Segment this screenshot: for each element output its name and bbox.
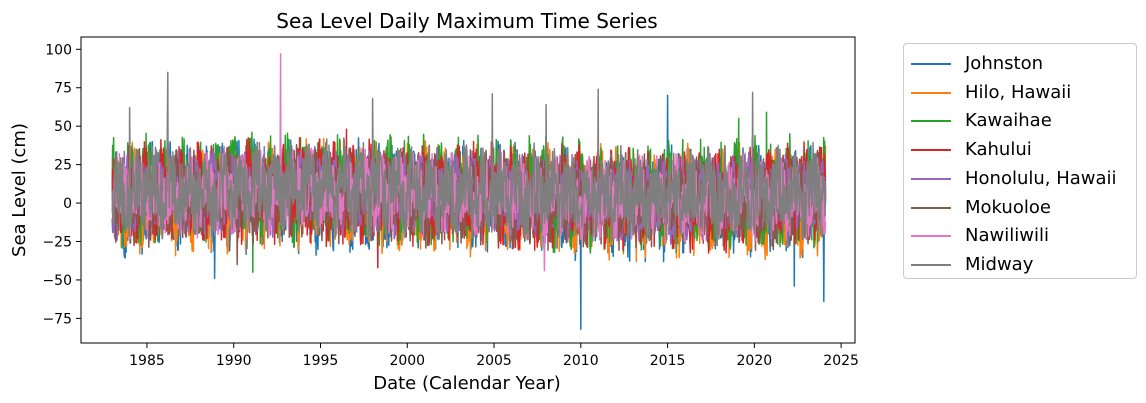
chart-legend: Johnston Hilo, Hawaii Kawaihae Kahului Honol… <box>903 43 1137 279</box>
legend-item: Hilo, Hawaii <box>904 79 1136 107</box>
x-tick-label: 2015 <box>650 353 686 369</box>
legend-swatch <box>911 91 951 94</box>
y-tick-label: 50 <box>54 119 72 135</box>
series-layer <box>111 53 827 330</box>
legend-item: Mokuoloe <box>904 194 1136 222</box>
legend-swatch <box>911 263 951 266</box>
x-tick-label: 2010 <box>563 353 599 369</box>
legend-item: Kahului <box>904 136 1136 164</box>
legend-label: Kahului <box>965 139 1032 161</box>
series-line <box>111 71 827 244</box>
legend-item: Johnston <box>904 50 1136 78</box>
x-tick-label: 1995 <box>303 353 339 369</box>
legend-label: Honolulu, Hawaii <box>965 167 1117 189</box>
legend-label: Kawaihae <box>965 110 1052 132</box>
y-tick-label: 0 <box>63 196 72 212</box>
x-tick-label: 2020 <box>737 353 773 369</box>
legend-label: Mokuoloe <box>965 196 1051 218</box>
legend-swatch <box>911 177 951 180</box>
x-tick-label: 2025 <box>823 353 859 369</box>
y-axis-label: Sea Level (cm) <box>9 123 30 257</box>
legend-swatch <box>911 206 951 209</box>
axis-layer: 1985 1990 1995 2000 2005 2010 2015 2020 2025 −75 −… <box>42 42 858 369</box>
legend-swatch <box>911 63 951 65</box>
plot-frame <box>80 36 856 344</box>
y-tick-label: 100 <box>45 42 72 58</box>
x-tick-label: 2000 <box>389 353 425 369</box>
x-tick-label: 1990 <box>216 353 252 369</box>
chart-title: Sea Level Daily Maximum Time Series <box>276 9 657 33</box>
legend-item: Nawiliwili <box>904 222 1136 250</box>
y-tick-label: −25 <box>42 235 72 251</box>
legend-label: Midway <box>965 253 1034 275</box>
y-tick-label: −50 <box>42 273 72 289</box>
legend-item: Midway <box>904 251 1136 279</box>
x-tick-label: 1985 <box>129 353 165 369</box>
y-tick-label: 75 <box>54 81 72 97</box>
legend-item: Honolulu, Hawaii <box>904 165 1136 193</box>
legend-item: Kawaihae <box>904 107 1136 135</box>
legend-label: Johnston <box>965 53 1043 74</box>
legend-swatch <box>911 120 951 123</box>
legend-swatch <box>911 149 951 152</box>
legend-label: Hilo, Hawaii <box>965 81 1072 103</box>
y-tick-label: −75 <box>42 311 72 327</box>
legend-label: Nawiliwili <box>965 225 1049 247</box>
x-tick-label: 2005 <box>476 353 512 369</box>
x-axis-label: Date (Calendar Year) <box>373 373 561 394</box>
legend-swatch <box>911 235 951 238</box>
y-tick-label: 25 <box>54 158 72 174</box>
